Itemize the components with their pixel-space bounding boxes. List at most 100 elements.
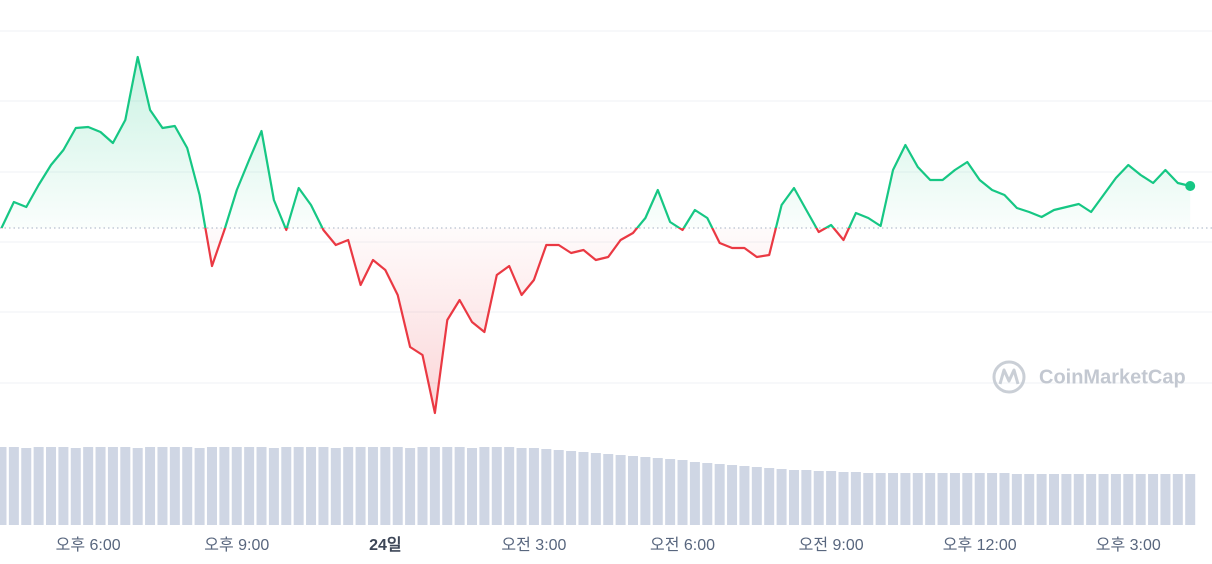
x-tick-label: 오후 9:00 bbox=[204, 536, 269, 554]
volume-bar bbox=[169, 447, 180, 525]
volume-bar bbox=[627, 456, 638, 525]
volume-bar bbox=[1160, 474, 1171, 525]
volume-bar bbox=[70, 448, 81, 525]
volume-bar bbox=[888, 473, 899, 525]
volume-bar bbox=[194, 448, 205, 525]
x-tick-label: 24일 bbox=[369, 536, 402, 554]
volume-bar bbox=[665, 459, 676, 525]
x-tick-label: 오후 12:00 bbox=[943, 536, 1017, 554]
volume-bar bbox=[367, 447, 378, 525]
volume-bar bbox=[590, 453, 601, 525]
volume-bar bbox=[206, 447, 217, 525]
volume-bar bbox=[937, 473, 948, 525]
x-tick-label: 오후 3:00 bbox=[1096, 536, 1161, 554]
volume-bar bbox=[1086, 474, 1097, 525]
volume-bar bbox=[925, 473, 936, 525]
volume-bar bbox=[293, 447, 304, 525]
volume-bar bbox=[157, 447, 168, 525]
volume-bar bbox=[912, 473, 923, 525]
volume-bar bbox=[231, 447, 242, 525]
volume-bar bbox=[838, 472, 849, 525]
volume-bar bbox=[850, 472, 861, 525]
volume-bar bbox=[1172, 474, 1183, 525]
volume-bar bbox=[467, 448, 478, 525]
volume-bar bbox=[702, 463, 713, 525]
volume-bar bbox=[306, 447, 317, 525]
volume-bar bbox=[1135, 474, 1146, 525]
volume-bar bbox=[1036, 474, 1047, 525]
volume-bar bbox=[652, 458, 663, 525]
volume-bar bbox=[1061, 474, 1072, 525]
watermark-logo bbox=[992, 360, 1026, 394]
volume-bar bbox=[541, 449, 552, 525]
volume-bar bbox=[1011, 474, 1022, 525]
watermark-logo bbox=[998, 368, 1020, 385]
volume-bar bbox=[355, 447, 366, 525]
volume-bar bbox=[268, 448, 279, 525]
volume-bar bbox=[107, 447, 118, 525]
volume-bar bbox=[727, 465, 738, 525]
volume-bar bbox=[1048, 474, 1059, 525]
volume-bar bbox=[318, 447, 329, 525]
volume-bar bbox=[764, 468, 775, 525]
volume-bar bbox=[962, 473, 973, 525]
volume-bar bbox=[900, 473, 911, 525]
last-point bbox=[1185, 181, 1196, 191]
volume-bar bbox=[1073, 474, 1084, 525]
volume-bar bbox=[788, 470, 799, 525]
volume-bar bbox=[677, 460, 688, 525]
volume-bar bbox=[566, 451, 577, 525]
volume-bar bbox=[21, 448, 32, 525]
volume-bar bbox=[578, 452, 589, 525]
volume-bar bbox=[46, 447, 57, 525]
volume-bar bbox=[751, 467, 762, 525]
volume-bar bbox=[95, 447, 106, 525]
volume-bar bbox=[875, 473, 886, 525]
volume-bar bbox=[516, 448, 527, 525]
volume-bar bbox=[281, 447, 292, 525]
volume-bar bbox=[479, 447, 490, 525]
volume-bar bbox=[256, 447, 267, 525]
volume-bar bbox=[813, 471, 824, 525]
volume-bar bbox=[0, 447, 7, 525]
volume-bar bbox=[603, 454, 614, 525]
area bbox=[1, 57, 1191, 413]
volume-bar bbox=[1098, 474, 1109, 525]
volume-bar bbox=[83, 447, 94, 525]
volume-bar bbox=[182, 447, 193, 525]
x-tick-label: 오전 9:00 bbox=[799, 536, 864, 554]
volume-bar bbox=[380, 447, 391, 525]
volume-bar bbox=[8, 447, 19, 525]
volume-bar bbox=[244, 447, 255, 525]
volume-bar bbox=[640, 457, 651, 525]
volume-bar bbox=[392, 447, 403, 525]
watermark: CoinMarketCap bbox=[992, 360, 1186, 394]
volume-bar bbox=[145, 447, 156, 525]
volume-bar bbox=[491, 447, 502, 525]
volume-bar bbox=[974, 473, 985, 525]
volume-bar bbox=[528, 448, 539, 525]
volume-bar bbox=[33, 447, 44, 525]
volume-bar bbox=[120, 447, 131, 525]
volume-bar bbox=[132, 448, 143, 525]
volume-bar bbox=[714, 464, 725, 525]
volume-bar bbox=[689, 462, 700, 525]
volume-bar bbox=[330, 448, 341, 525]
volume-bar bbox=[739, 466, 750, 525]
volume-bar bbox=[343, 447, 354, 525]
volume-bar bbox=[776, 469, 787, 525]
volume-bar bbox=[1185, 474, 1196, 525]
volume-bar bbox=[863, 473, 874, 525]
x-tick-label: 오전 3:00 bbox=[501, 536, 566, 554]
volume-bar bbox=[1123, 474, 1134, 525]
x-tick-label: 오전 6:00 bbox=[650, 536, 715, 554]
x-tick-label: 오후 6:00 bbox=[56, 536, 121, 554]
volume-bar bbox=[1110, 474, 1121, 525]
volume-bar bbox=[999, 473, 1010, 525]
volume-bar bbox=[615, 455, 626, 525]
volume-bar bbox=[405, 448, 416, 525]
volume-bar bbox=[1148, 474, 1159, 525]
watermark-text: CoinMarketCap bbox=[1039, 366, 1186, 388]
volume-bar bbox=[1024, 474, 1035, 525]
